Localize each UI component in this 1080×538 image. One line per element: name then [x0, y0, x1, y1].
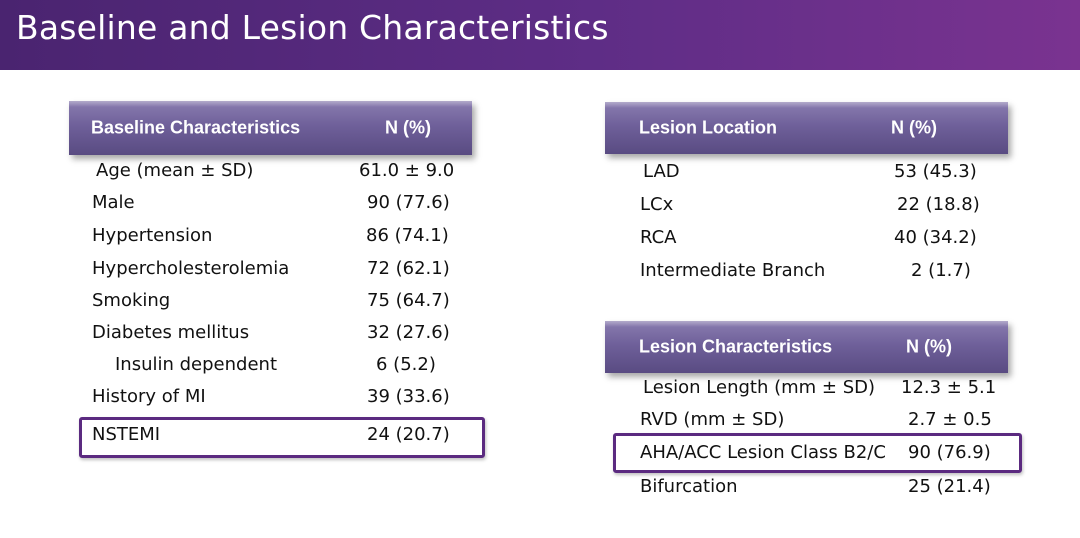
location-row-value: 40 (34.2): [894, 227, 977, 248]
location-row-label: Intermediate Branch: [640, 260, 826, 281]
baseline-row-value: 24 (20.7): [367, 424, 450, 445]
location-row-label: LCx: [640, 194, 674, 215]
baseline-row-label: Male: [92, 192, 135, 213]
title-bar: Baseline and Lesion Characteristics: [0, 0, 1080, 70]
lesion-row-value: 90 (76.9): [908, 442, 991, 463]
baseline-row-label: Insulin dependent: [115, 354, 278, 375]
lesion-row-value: 2.7 ± 0.5: [908, 409, 992, 430]
location-row-label: RCA: [640, 227, 677, 248]
baseline-row-label: NSTEMI: [92, 424, 161, 445]
baseline-row-value: 39 (33.6): [367, 386, 450, 407]
baseline-row-value: 61.0 ± 9.0: [359, 160, 455, 181]
baseline-row-value: 32 (27.6): [367, 322, 450, 343]
lesion-row-value: 12.3 ± 5.1: [901, 377, 997, 398]
location-row-value: 22 (18.8): [897, 194, 980, 215]
baseline-row-value: 75 (64.7): [367, 290, 450, 311]
baseline-row-label: Diabetes mellitus: [92, 322, 250, 343]
baseline-row-label: History of MI: [92, 386, 206, 407]
location-row-label: LAD: [643, 161, 680, 182]
baseline-row-label: Hypertension: [92, 225, 213, 246]
location-header-label: Lesion Location: [639, 117, 778, 138]
baseline-row-label: Age (mean ± SD): [96, 160, 254, 181]
baseline-row-value: 72 (62.1): [367, 258, 450, 279]
lesion-header-label: Lesion Characteristics: [639, 336, 833, 357]
baseline-header-label: Baseline Characteristics: [91, 117, 301, 138]
slide-title: Baseline and Lesion Characteristics: [16, 8, 609, 47]
baseline-row-label: Smoking: [92, 290, 171, 311]
lesion-row-label: Lesion Length (mm ± SD): [643, 377, 876, 398]
baseline-header-value: N (%): [385, 117, 431, 138]
baseline-row-label: Hypercholesterolemia: [92, 258, 290, 279]
baseline-row-value: 86 (74.1): [366, 225, 449, 246]
lesion-row-label: RVD (mm ± SD): [640, 409, 785, 430]
location-row-value: 2 (1.7): [911, 260, 971, 281]
nstemi-highlight-box: [79, 417, 485, 458]
lesion-table-header: Lesion Characteristics N (%): [605, 321, 1008, 373]
lesion-row-value: 25 (21.4): [908, 476, 991, 497]
lesion-row-label: Bifurcation: [640, 476, 738, 497]
baseline-table-header: Baseline Characteristics N (%): [69, 101, 472, 155]
baseline-row-value: 6 (5.2): [376, 354, 436, 375]
baseline-row-value: 90 (77.6): [367, 192, 450, 213]
location-row-value: 53 (45.3): [894, 161, 977, 182]
lesion-header-value: N (%): [906, 336, 952, 357]
location-header-value: N (%): [891, 117, 937, 138]
location-table-header: Lesion Location N (%): [605, 102, 1008, 154]
lesion-class-highlight-box: [613, 433, 1022, 473]
lesion-row-label: AHA/ACC Lesion Class B2/C: [640, 442, 886, 463]
